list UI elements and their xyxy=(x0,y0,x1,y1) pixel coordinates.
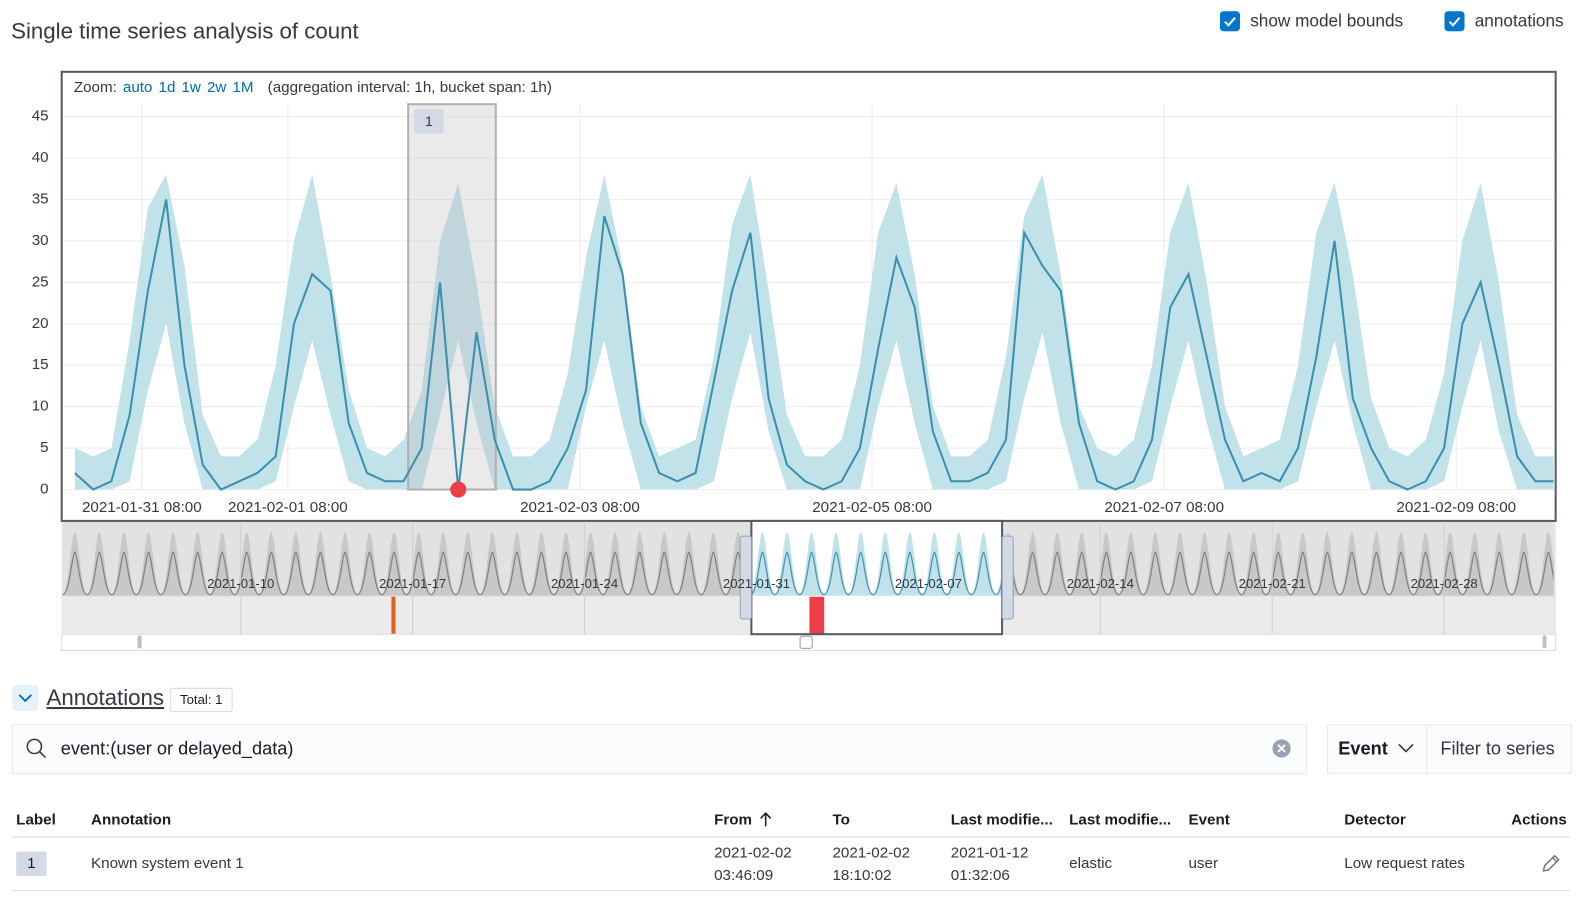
section-title[interactable]: Annotations xyxy=(46,684,165,711)
cell: 2021-01-12 01:32:06 xyxy=(950,844,1029,885)
context-tick-label: 2021-01-10 xyxy=(207,576,274,591)
checkbox[interactable] xyxy=(1219,11,1241,32)
annotation-region xyxy=(407,103,497,491)
divider xyxy=(1426,724,1428,774)
column-header[interactable]: Detector xyxy=(1344,811,1406,829)
x-tick-label: 2021-02-03 08:00 xyxy=(520,499,640,516)
context-annotation xyxy=(809,596,825,635)
zoom-bar: Zoom: auto 1d 1w 2w 1M (aggregation interval: … xyxy=(74,79,552,96)
checkbox-label[interactable]: annotations xyxy=(1474,11,1564,31)
y-tick-label: 0 xyxy=(40,481,48,498)
chart: 0 5 10 15 20 25 30 35 40 45 2021-01-31 08:00 2021-0… xyxy=(32,70,1557,651)
label-badge: 1 xyxy=(16,851,47,876)
anomaly-marker xyxy=(450,481,467,498)
x-tick-label: 2021-02-05 08:00 xyxy=(812,499,932,516)
column-header: Annotation xyxy=(91,811,172,829)
cell: Low request rates xyxy=(1344,854,1465,872)
edit-icon[interactable] xyxy=(1539,853,1561,875)
search-box[interactable] xyxy=(12,724,1307,774)
field-button[interactable]: Event xyxy=(1338,738,1388,759)
context-tick-label: 2021-01-24 xyxy=(551,576,618,591)
checkbox-label[interactable]: show model bounds xyxy=(1250,11,1404,31)
y-tick-label: 20 xyxy=(32,315,49,332)
table-rule xyxy=(12,836,1570,838)
column-header[interactable]: Last modifie... xyxy=(1069,811,1172,829)
checkbox[interactable] xyxy=(1444,11,1465,32)
context-tick-label: 2021-02-21 xyxy=(1239,576,1306,591)
series-line xyxy=(74,199,1554,491)
y-tick-label: 25 xyxy=(32,273,49,290)
sort-arrow xyxy=(760,812,772,827)
column-header: Actions xyxy=(1511,811,1567,829)
cell: elastic xyxy=(1069,854,1113,872)
y-tick-label: 5 xyxy=(40,439,48,456)
y-tick-label: 40 xyxy=(32,149,49,166)
context-tick-label: 2021-02-07 xyxy=(895,576,962,591)
annotation-label: 1 xyxy=(425,114,433,130)
zoom-info: (aggregation interval: 1h, bucket span: … xyxy=(267,78,552,97)
page-title: Single time series analysis of count xyxy=(11,18,359,44)
context-annotation-marker xyxy=(391,596,396,635)
table-rule xyxy=(12,890,1570,892)
column-header[interactable]: From xyxy=(714,811,753,829)
zoom-link[interactable]: 1d xyxy=(158,78,176,97)
filter-button[interactable]: Filter to series xyxy=(1440,738,1555,759)
x-tick-label: 2021-02-09 08:00 xyxy=(1396,499,1516,516)
annotation-label-box xyxy=(414,109,444,134)
context-tick-label: 2021-01-17 xyxy=(379,576,446,591)
cell: user xyxy=(1188,854,1219,872)
y-tick-label: 30 xyxy=(32,232,49,249)
column-header: Label xyxy=(16,811,56,829)
zoom-link[interactable]: 2w xyxy=(206,78,227,97)
zoom-link[interactable]: auto xyxy=(122,78,153,97)
brush-handle[interactable] xyxy=(739,535,752,620)
column-header[interactable]: Last modifie... xyxy=(950,811,1053,829)
scroll-handle[interactable] xyxy=(137,635,142,649)
brush-wave xyxy=(751,522,1003,597)
y-tick-label: 15 xyxy=(32,356,49,373)
filter-group xyxy=(1327,724,1572,774)
cell: Known system event 1 xyxy=(91,854,244,872)
context-tick-label: 2021-02-14 xyxy=(1067,576,1134,591)
x-tick-label: 2021-02-07 08:00 xyxy=(1104,499,1224,516)
cell: 2021-02-02 18:10:02 xyxy=(832,844,911,885)
model-bounds xyxy=(74,174,1554,490)
search-text[interactable]: event:(user or delayed_data) xyxy=(60,738,294,759)
chevron[interactable] xyxy=(1397,740,1415,754)
column-header[interactable]: To xyxy=(832,811,850,829)
y-tick-label: 10 xyxy=(32,398,49,415)
column-header[interactable]: Event xyxy=(1188,811,1230,829)
brush-handle[interactable] xyxy=(1001,535,1014,620)
cell: 2021-02-02 03:46:09 xyxy=(714,844,792,885)
search-icon xyxy=(26,738,47,759)
y-tick-label: 35 xyxy=(32,190,49,207)
x-tick-label: 2021-01-31 08:00 xyxy=(82,499,202,516)
total-badge: Total: 1 xyxy=(169,687,233,713)
collapse-button[interactable] xyxy=(12,684,39,712)
zoom-label: Zoom: xyxy=(73,78,117,97)
clear-icon[interactable] xyxy=(1271,738,1291,758)
zoom-link[interactable]: 1M xyxy=(232,78,254,97)
context-tick-label: 2021-01-31 xyxy=(723,576,790,591)
scroll-handle[interactable] xyxy=(1542,635,1547,649)
context-tick-label: 2021-02-28 xyxy=(1411,576,1478,591)
zoom-link[interactable]: 1w xyxy=(181,78,201,97)
y-tick-label: 45 xyxy=(32,108,49,125)
x-tick-label: 2021-02-01 08:00 xyxy=(228,499,348,516)
scroll-handle[interactable] xyxy=(799,635,813,649)
